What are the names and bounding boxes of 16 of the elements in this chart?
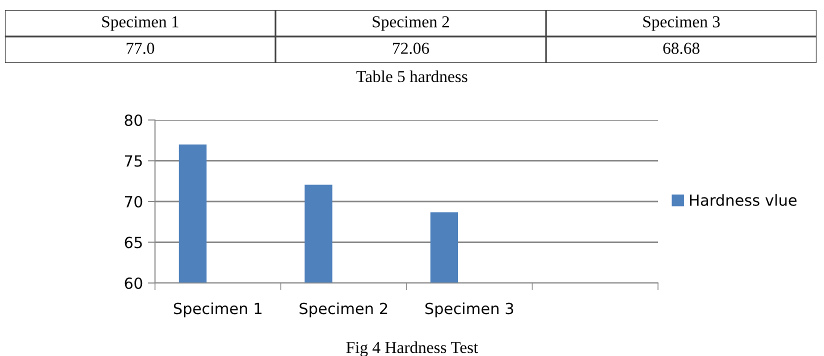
y-tick-label: 75: [125, 155, 142, 167]
category-label: Specimen 3: [643, 16, 720, 31]
caption: Table 5 hardness: [356, 70, 468, 82]
x-tick-label: Specimen 1: [174, 302, 262, 318]
text: 72.06: [393, 42, 430, 54]
legend-label: Hardness vlue: [690, 194, 797, 206]
x-tick-label: Specimen 3: [425, 302, 514, 318]
y-tick-label: 70: [125, 196, 142, 208]
y-tick-label: 80: [124, 114, 142, 126]
text: 68.68: [663, 42, 700, 54]
category-label: Specimen 2: [372, 16, 449, 31]
text: 77.0: [126, 42, 154, 54]
category-label: Specimen 1: [102, 16, 178, 31]
x-tick-label: Specimen 2: [300, 302, 388, 318]
y-tick-label: 65: [124, 236, 142, 248]
y-tick-label: 60: [124, 277, 142, 290]
